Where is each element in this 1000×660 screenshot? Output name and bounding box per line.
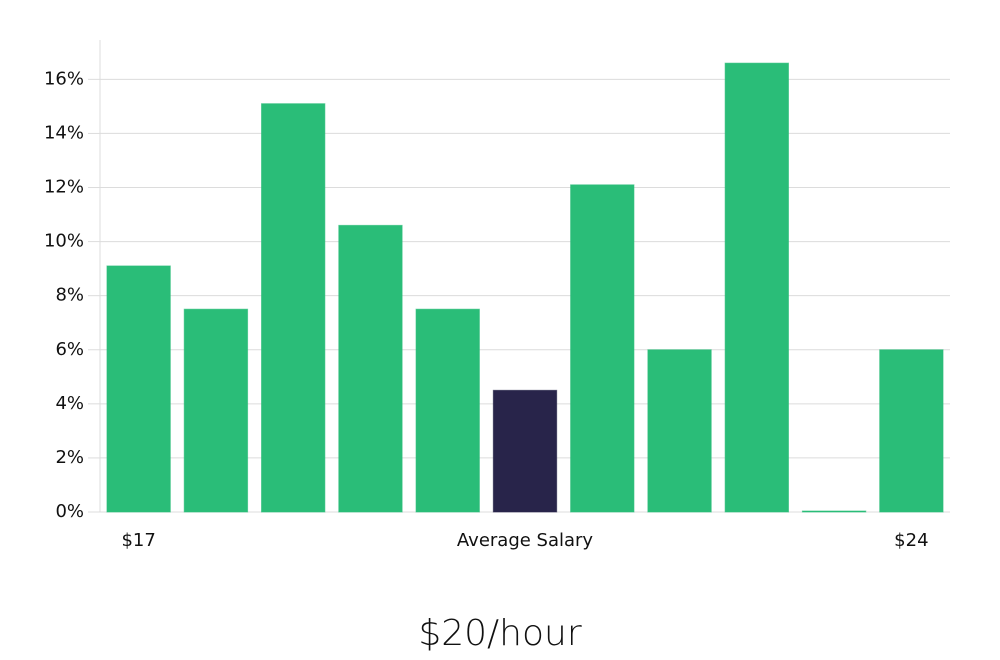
y-tick-label: 0% bbox=[55, 501, 84, 522]
bar bbox=[338, 224, 403, 513]
bar bbox=[879, 349, 944, 513]
bar bbox=[106, 265, 171, 513]
y-tick-label: 16% bbox=[44, 68, 84, 89]
y-tick-label: 2% bbox=[55, 447, 84, 468]
annotation: $20/hour bbox=[418, 613, 582, 654]
bar bbox=[415, 308, 480, 513]
y-tick-label: 10% bbox=[44, 231, 84, 252]
bar bbox=[647, 349, 712, 513]
y-tick-label: 4% bbox=[55, 393, 84, 414]
bar bbox=[724, 62, 789, 513]
y-tick-label: 8% bbox=[55, 285, 84, 306]
y-tick-label: 12% bbox=[44, 177, 84, 198]
bar bbox=[261, 103, 326, 513]
y-tick-label: 14% bbox=[44, 122, 84, 143]
bar bbox=[570, 184, 635, 513]
bar bbox=[492, 389, 558, 513]
bar bbox=[801, 510, 867, 513]
y-tick-label: 6% bbox=[55, 339, 84, 360]
x-tick-label: $24 bbox=[894, 530, 928, 551]
x-tick-label: Average Salary bbox=[457, 530, 594, 551]
bar bbox=[183, 308, 249, 513]
x-tick-label: $17 bbox=[121, 530, 155, 551]
